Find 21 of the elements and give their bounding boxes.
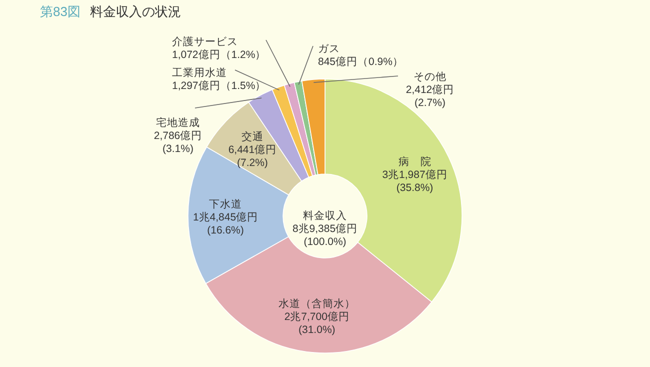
- data-label: 2,412億円 (2.7%): [406, 83, 454, 109]
- slice-label: 宅地造成: [156, 116, 200, 129]
- slice-label: その他: [414, 71, 446, 83]
- chart-subtitle: 第83図: [40, 4, 80, 19]
- slice-label: 水道（含簡水）: [278, 297, 356, 310]
- slice-label: 介護サービス: [172, 35, 238, 48]
- slice-label: 下水道: [209, 197, 242, 210]
- data-label: 1,297億円（1.5%）: [172, 79, 266, 92]
- slice-label: 工業用水道: [172, 66, 227, 79]
- data-label: 2,786億円 (3.1%): [154, 129, 202, 155]
- data-label: 2兆7,700億円 (31.0%): [284, 310, 350, 336]
- slice-label: 病 院: [398, 155, 432, 168]
- text: 料金収入 8兆9,385億円 (100.0%): [292, 209, 358, 248]
- data-label: 1,072億円（1.2%）: [172, 48, 266, 61]
- slice-label: ガス: [318, 43, 340, 55]
- chart-title: 料金収入の状況: [90, 4, 181, 19]
- data-label: 3兆1,987億円 (35.8%): [382, 168, 448, 194]
- data-label: 1兆4,845億円 (16.6%): [192, 210, 258, 236]
- slice-label: 交通: [241, 130, 264, 143]
- data-label: 6,441億円 (7.2%): [228, 142, 277, 169]
- data-label: 845億円（0.9%）: [318, 55, 404, 68]
